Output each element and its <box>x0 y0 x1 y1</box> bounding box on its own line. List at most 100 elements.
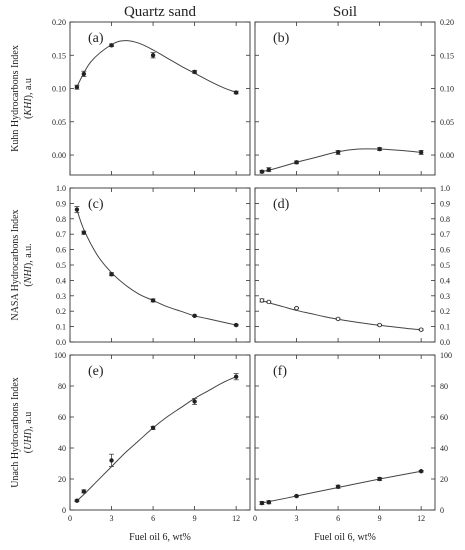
x-tick-label: 12 <box>232 514 240 523</box>
x-axis-label-right: Fuel oil 6, wt% <box>314 532 376 543</box>
y-tick-label: 0.5 <box>56 261 66 270</box>
y-tick-label: 0.05 <box>440 118 454 127</box>
data-point <box>81 70 87 77</box>
panel-label: (e) <box>88 364 104 379</box>
data-point <box>266 299 272 305</box>
data-point <box>294 305 300 311</box>
y-tick-label: 0.4 <box>56 276 66 285</box>
data-point <box>259 298 265 303</box>
y-tick-label: 100 <box>54 351 66 360</box>
y-tick-label: 80 <box>440 382 448 391</box>
data-point <box>377 322 383 328</box>
y-tick-label: 0.00 <box>52 151 66 160</box>
data-point <box>74 206 80 214</box>
data-point <box>335 316 341 322</box>
y-tick-label: 0.8 <box>56 215 66 224</box>
x-tick-label: 0 <box>68 514 72 523</box>
data-point <box>109 453 115 468</box>
y-tick-label: 0.0 <box>440 338 450 347</box>
data-point <box>81 489 87 494</box>
y-axis-label-line1: NASA Hydrocarbons Index <box>10 209 21 320</box>
panel-d: 0.0 0.1 0.2 0.3 0.4 0.5 0.6 0.7 0.8 0.9 1.0 (d) <box>254 184 450 347</box>
y-tick-label: 0.05 <box>52 118 66 127</box>
y-tick-label: 0.6 <box>440 246 450 255</box>
y-tick-label: 0.5 <box>440 261 450 270</box>
data-point <box>192 397 198 406</box>
y-tick-label: 0.3 <box>56 292 66 301</box>
panel-e: 0 3 6 9 12 0 20 40 60 80 100 (e) <box>54 351 251 523</box>
data-point <box>150 52 156 59</box>
panel-b: 0.00 0.05 0.10 0.15 0.20 (b) <box>254 18 454 176</box>
y-tick-label: 40 <box>440 444 448 453</box>
y-axis-label-line1: Unach Hydrocarbons Index <box>10 377 21 488</box>
panel-a: 0.00 0.05 0.10 0.15 0.20 (a) <box>52 18 251 176</box>
x-tick-label: 9 <box>193 514 197 523</box>
data-point <box>418 149 424 155</box>
y-tick-label: 40 <box>58 444 66 453</box>
data-point <box>377 146 383 152</box>
data-point <box>109 272 115 277</box>
y-axis-label-line2: (UHI), a.u <box>23 412 34 453</box>
data-point <box>418 327 424 332</box>
fit-curve <box>261 148 422 173</box>
y-tick-label: 0.00 <box>440 151 454 160</box>
x-tick-label: 3 <box>110 514 114 523</box>
y-tick-label: 0.8 <box>440 215 450 224</box>
x-tick-label: 0 <box>253 514 257 523</box>
panel-label: (f) <box>273 364 287 379</box>
y-axis-label-line1: Kuhn Hydrocarbons Index <box>10 45 21 152</box>
data-point <box>74 84 80 90</box>
y-tick-label: 0.7 <box>440 230 450 239</box>
y-tick-label: 0.20 <box>440 18 454 27</box>
y-tick-label: 0.15 <box>440 51 454 60</box>
y-tick-label: 1.0 <box>440 184 450 193</box>
data-point <box>233 90 239 95</box>
data-point <box>335 484 341 489</box>
y-tick-label: 0.0 <box>56 338 66 347</box>
y-tick-label: 100 <box>440 351 452 360</box>
y-tick-label: 0.15 <box>52 51 66 60</box>
x-tick-label: 6 <box>336 514 340 523</box>
y-tick-label: 0 <box>62 506 66 515</box>
plot-frame <box>69 354 251 511</box>
panel-label: (a) <box>88 31 104 46</box>
data-point <box>233 373 239 381</box>
panel-label: (c) <box>88 197 104 212</box>
plot-frame <box>69 21 251 176</box>
y-tick-label: 0.2 <box>440 307 450 316</box>
plot-frame <box>254 354 436 511</box>
plot-frame <box>254 21 436 176</box>
y-axis-label-line2: (NHI), a.u. <box>23 243 34 286</box>
data-point <box>266 500 272 505</box>
y-tick-label: 0.6 <box>56 246 66 255</box>
y-axis-label-row-1: NASA Hydrocarbons Index (NHI), a.u. <box>10 209 34 320</box>
y-tick-label: 60 <box>440 413 448 422</box>
panel-label: (d) <box>273 197 290 212</box>
y-tick-label: 0.10 <box>52 85 66 94</box>
y-tick-label: 0.4 <box>440 276 450 285</box>
data-point <box>109 43 115 48</box>
y-tick-label: 0.1 <box>440 323 450 332</box>
x-tick-label: 3 <box>295 514 299 523</box>
y-axis-label-row-2: Unach Hydrocarbons Index (UHI), a.u <box>10 377 34 488</box>
y-tick-label: 1.0 <box>56 184 66 193</box>
y-tick-label: 0.7 <box>56 230 66 239</box>
column-title-soil: Soil <box>333 4 357 20</box>
x-tick-label: 6 <box>151 514 155 523</box>
y-tick-label: 0.20 <box>52 18 66 27</box>
y-tick-label: 0.9 <box>440 199 450 208</box>
column-title-quartz-sand: Quartz sand <box>124 4 197 20</box>
y-tick-label: 60 <box>58 413 66 422</box>
y-tick-label: 0.9 <box>56 199 66 208</box>
data-point <box>259 169 265 174</box>
panel-f: 0 3 6 9 12 0 20 40 60 80 100 (f) <box>253 351 452 523</box>
y-tick-label: 0.3 <box>440 292 450 301</box>
data-point <box>233 322 239 328</box>
fit-curve <box>76 40 237 93</box>
data-point <box>192 313 198 319</box>
data-point <box>294 160 300 165</box>
fit-curve <box>261 299 422 331</box>
y-axis-label-row-0: Kuhn Hydrocarbons Index (KHI), a.u <box>10 45 34 152</box>
data-point <box>259 500 265 506</box>
